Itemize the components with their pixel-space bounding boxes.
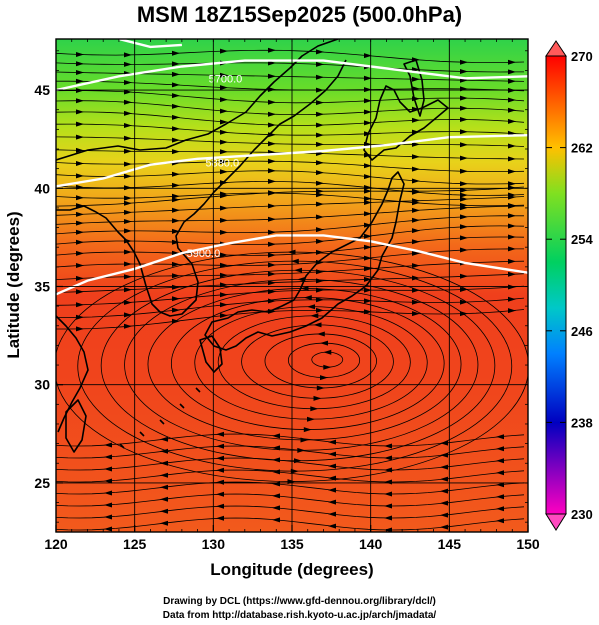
x-tick-label: 135 <box>280 536 304 552</box>
x-tick-label: 145 <box>438 536 462 552</box>
x-tick-label: 150 <box>516 536 540 552</box>
y-tick-label: 25 <box>34 475 50 491</box>
colorbar: 270 262 254 246 238 230 <box>546 41 593 530</box>
y-tick-label: 35 <box>34 278 50 294</box>
colorbar-tick-label: 262 <box>571 141 593 156</box>
y-tick-label: 40 <box>34 180 50 196</box>
contour-label: 5900.0 <box>187 248 221 260</box>
y-tick-label: 30 <box>34 377 50 393</box>
colorbar-body <box>546 56 566 514</box>
y-tick-label: 45 <box>34 82 50 98</box>
footer-credit-data: Data from http://database.rish.kyoto-u.a… <box>0 610 599 621</box>
colorbar-tick-label: 246 <box>571 324 593 339</box>
y-axis-title: Latitude (degrees) <box>4 211 23 358</box>
colorbar-tick-label: 238 <box>571 415 593 430</box>
x-tick-label: 140 <box>359 536 383 552</box>
x-tick-label: 130 <box>202 536 226 552</box>
colorbar-tick-label: 254 <box>571 232 593 247</box>
x-axis-title: Longitude (degrees) <box>210 560 373 579</box>
colorbar-top-arrow <box>546 41 566 56</box>
footer-credit-drawing: Drawing by DCL (https://www.gfd-dennou.o… <box>0 596 599 607</box>
x-tick-label: 125 <box>123 536 147 552</box>
colorbar-tick-label: 270 <box>571 49 593 64</box>
contour-label: 5880.0 <box>205 158 239 170</box>
x-tick-label: 120 <box>44 536 68 552</box>
colorbar-tick-label: 230 <box>571 507 593 522</box>
colorbar-bottom-arrow <box>546 514 566 530</box>
